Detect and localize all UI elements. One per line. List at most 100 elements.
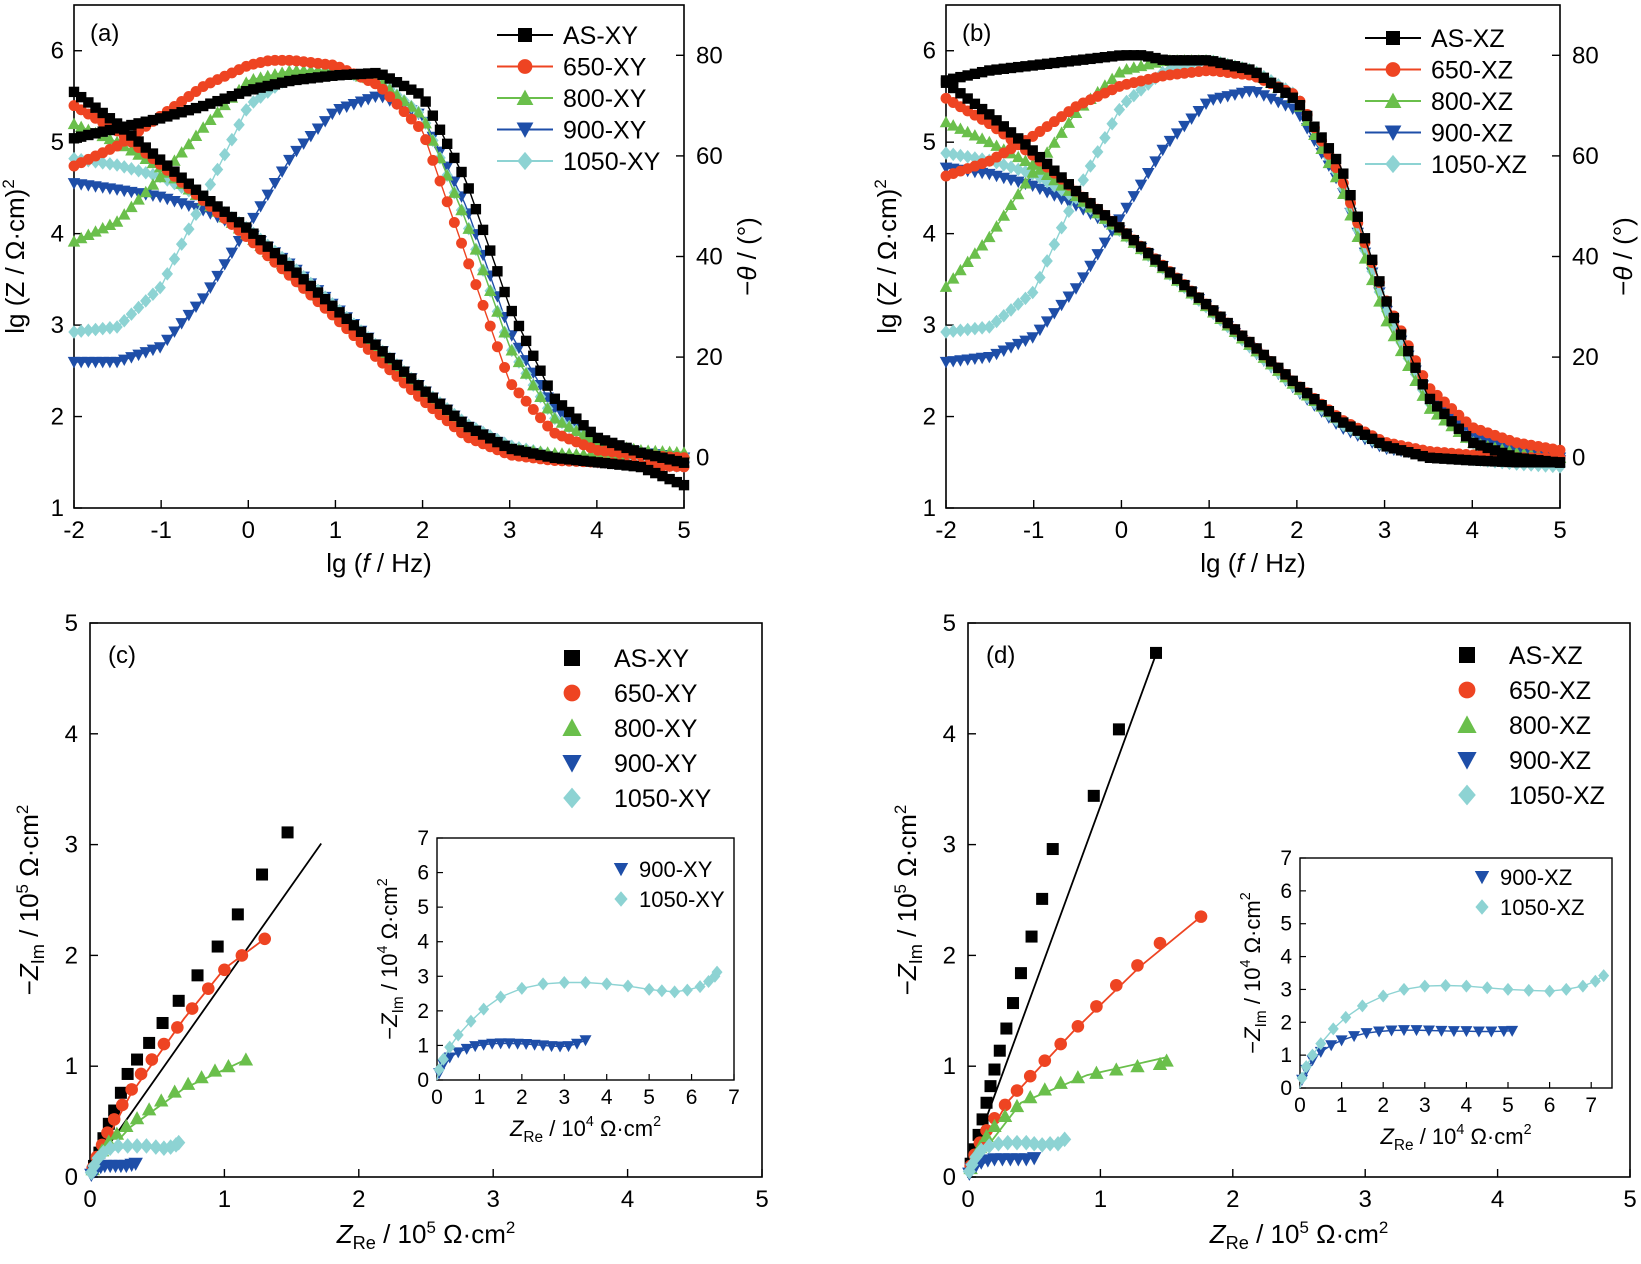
data-point — [998, 158, 1010, 172]
data-point — [1301, 387, 1313, 399]
data-point — [1041, 158, 1053, 170]
data-point — [1120, 202, 1133, 215]
data-point — [1058, 1131, 1072, 1148]
data-point — [1007, 997, 1020, 1010]
x-tick-label: 1 — [218, 1186, 231, 1213]
y-tick-label: 0 — [943, 1164, 956, 1191]
data-point — [947, 147, 959, 162]
data-point — [156, 1016, 169, 1029]
data-point — [1236, 330, 1248, 341]
data-point — [104, 157, 116, 171]
data-point — [1171, 273, 1183, 284]
data-point — [1417, 379, 1428, 390]
inset-legend-marker — [1474, 871, 1490, 885]
data-point — [477, 429, 489, 440]
data-point — [115, 1098, 129, 1112]
data-point — [176, 107, 187, 118]
inset-data-point — [643, 982, 655, 996]
data-point — [97, 107, 108, 119]
data-point — [1157, 260, 1168, 272]
data-point — [671, 455, 683, 467]
inset-x-tick-label: 4 — [1461, 1094, 1473, 1117]
inset-data-point — [452, 1047, 465, 1059]
data-point — [1489, 445, 1501, 456]
data-point — [441, 196, 453, 208]
data-point — [1159, 1053, 1174, 1067]
inset-data-point — [520, 1039, 533, 1051]
inset-x-axis-label: ZRe​ / 104​ Ω·cm2​ — [509, 1114, 661, 1146]
data-point — [218, 963, 231, 977]
data-point — [205, 195, 216, 207]
data-point — [968, 247, 982, 259]
data-point — [1040, 168, 1054, 181]
data-point — [153, 170, 167, 183]
data-point — [96, 156, 109, 170]
data-point — [1090, 1000, 1103, 1013]
data-point — [1043, 1135, 1057, 1152]
inset-data-point — [1356, 999, 1368, 1013]
data-point — [621, 460, 632, 471]
data-point — [406, 373, 417, 384]
data-point — [1019, 291, 1032, 306]
fit-line-mag — [73, 157, 685, 463]
inset-x-tick-label: 3 — [1419, 1094, 1431, 1117]
legend-label: 1050-XY — [563, 148, 661, 176]
data-point — [197, 100, 209, 112]
data-point — [1200, 298, 1212, 310]
data-point — [1417, 450, 1428, 462]
data-point — [1092, 204, 1103, 215]
data-point — [298, 73, 309, 85]
inset-data-point — [1422, 1025, 1435, 1037]
data-point — [133, 118, 144, 129]
data-point — [1403, 345, 1414, 357]
data-point — [983, 230, 996, 243]
data-point — [377, 83, 389, 95]
panel-label: (a) — [90, 20, 119, 47]
fit-line-mag — [945, 167, 1560, 462]
data-point — [979, 1128, 994, 1143]
data-point — [563, 406, 575, 418]
data-point — [167, 1084, 182, 1098]
data-point — [141, 1102, 157, 1116]
data-point — [1208, 305, 1219, 316]
data-point — [1482, 442, 1493, 454]
legend-label: 900-XZ — [1431, 120, 1513, 148]
data-point — [1424, 393, 1436, 405]
data-point — [354, 96, 368, 108]
data-point — [241, 86, 252, 97]
legend-label: 1050-XZ — [1509, 782, 1605, 810]
data-point — [247, 212, 260, 225]
data-point — [1366, 254, 1378, 266]
data-point — [1359, 233, 1371, 244]
data-point — [1070, 55, 1082, 66]
data-point — [1035, 1137, 1049, 1153]
data-point — [513, 320, 525, 332]
data-point — [954, 323, 967, 338]
data-point — [491, 305, 504, 317]
data-point — [621, 442, 632, 454]
data-point — [1012, 297, 1024, 311]
data-point — [1244, 64, 1255, 75]
data-point — [211, 162, 224, 177]
data-point — [1019, 177, 1032, 189]
data-point — [993, 1044, 1006, 1057]
legend-label: 1050-XZ — [1431, 151, 1527, 179]
data-point — [519, 367, 533, 379]
data-point — [1294, 381, 1306, 393]
data-point — [1185, 113, 1198, 125]
legend-label: 1050-XY — [614, 785, 712, 813]
inset-data-point — [1325, 1040, 1338, 1052]
data-point — [1019, 335, 1032, 348]
y-tick-label: 6 — [923, 38, 936, 65]
data-point — [562, 420, 576, 432]
data-point — [990, 139, 1003, 151]
data-point — [1034, 59, 1046, 70]
data-point — [118, 314, 130, 328]
data-point — [1113, 66, 1126, 78]
data-point — [1055, 193, 1068, 206]
data-point — [1179, 55, 1190, 66]
inset-y-tick-label: 0 — [1280, 1077, 1292, 1100]
data-point — [1084, 159, 1097, 173]
inset-legend-marker — [1475, 899, 1489, 915]
data-point — [1114, 50, 1125, 61]
